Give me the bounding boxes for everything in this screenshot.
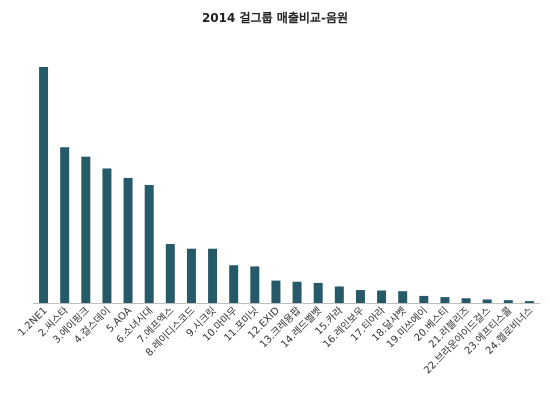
bar-7 [165, 244, 175, 303]
bar-13 [292, 281, 302, 303]
bar-4 [102, 168, 112, 303]
bar-19 [419, 295, 429, 303]
bar-15 [334, 286, 344, 303]
chart-title: 2014 걸그룹 매출비교-음원 [201, 11, 349, 25]
bar-21 [461, 298, 471, 303]
bar-12 [271, 280, 281, 303]
bar-14 [313, 282, 323, 303]
bar-17 [377, 290, 387, 303]
bar-23 [503, 300, 513, 303]
bar-24 [524, 301, 534, 303]
bar-3 [81, 156, 91, 303]
bar-18 [398, 291, 408, 303]
bar-11 [250, 266, 260, 303]
bar-2 [60, 147, 70, 303]
bar-20 [440, 297, 450, 303]
bar-1 [39, 67, 49, 303]
bar-10 [229, 265, 239, 303]
bar-16 [355, 290, 365, 303]
bar-6 [144, 185, 154, 303]
bar-8 [186, 248, 196, 303]
bar-5 [123, 177, 133, 303]
bar-22 [482, 299, 492, 303]
bar-9 [208, 248, 218, 303]
